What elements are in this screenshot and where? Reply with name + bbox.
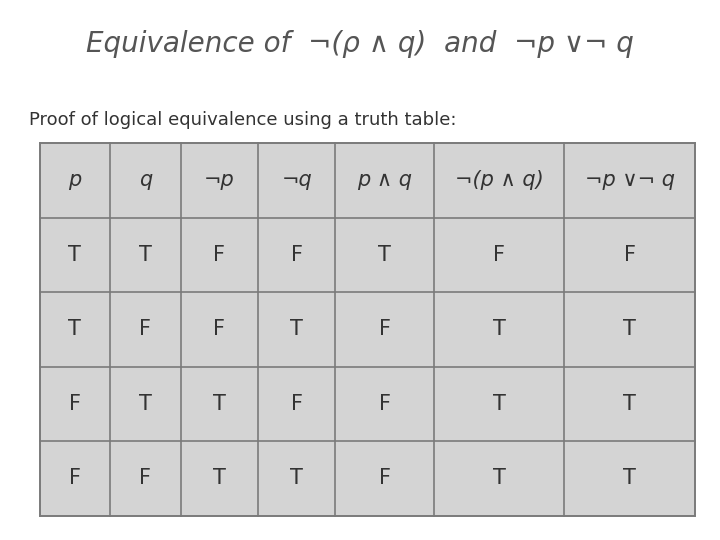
Text: T: T <box>290 319 303 340</box>
Text: F: F <box>291 394 302 414</box>
Text: T: T <box>624 319 636 340</box>
Text: T: T <box>68 319 81 340</box>
Text: q: q <box>139 170 152 191</box>
Text: F: F <box>139 468 151 489</box>
Text: F: F <box>493 245 505 265</box>
Text: T: T <box>68 245 81 265</box>
Text: F: F <box>69 394 81 414</box>
Text: T: T <box>624 468 636 489</box>
Text: F: F <box>379 468 391 489</box>
Text: T: T <box>139 394 152 414</box>
Text: T: T <box>139 245 152 265</box>
Text: T: T <box>493 394 505 414</box>
Text: Equivalence of  ¬(ρ ∧ q)  and  ¬p ∨¬ q: Equivalence of ¬(ρ ∧ q) and ¬p ∨¬ q <box>86 30 634 58</box>
Text: Proof of logical equivalence using a truth table:: Proof of logical equivalence using a tru… <box>29 111 456 129</box>
Text: T: T <box>379 245 391 265</box>
Text: T: T <box>493 319 505 340</box>
Text: F: F <box>139 319 151 340</box>
Text: T: T <box>493 468 505 489</box>
Text: ¬q: ¬q <box>282 170 312 191</box>
Text: ¬p ∨¬ q: ¬p ∨¬ q <box>585 170 675 191</box>
Text: p: p <box>68 170 81 191</box>
Text: T: T <box>213 394 225 414</box>
Text: ¬(p ∧ q): ¬(p ∧ q) <box>455 170 544 191</box>
Text: p ∧ q: p ∧ q <box>357 170 413 191</box>
Text: F: F <box>291 245 302 265</box>
Text: ¬p: ¬p <box>204 170 235 191</box>
Text: T: T <box>624 394 636 414</box>
Text: F: F <box>379 394 391 414</box>
Text: F: F <box>213 319 225 340</box>
Text: F: F <box>69 468 81 489</box>
Text: F: F <box>379 319 391 340</box>
Text: T: T <box>213 468 225 489</box>
Text: F: F <box>213 245 225 265</box>
Text: F: F <box>624 245 636 265</box>
Text: T: T <box>290 468 303 489</box>
